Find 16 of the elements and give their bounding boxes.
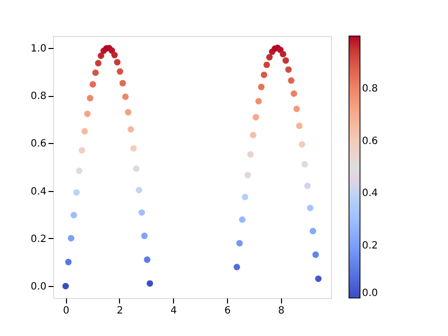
color-bar-label: 0.6	[362, 136, 378, 147]
x-tick-label: 8	[278, 306, 285, 316]
color-bar-label: 0.0	[362, 288, 378, 299]
y-tick-label: 0.4	[30, 186, 46, 198]
x-tick-label: 4	[170, 306, 177, 316]
x-tick-label: 2	[116, 306, 124, 316]
x-tick-label: 6	[224, 306, 231, 316]
color-bar-label: 0.4	[362, 188, 378, 200]
y-tick-label: 0.0	[30, 282, 46, 293]
y-tick-label: 1.0	[30, 43, 46, 54]
x-tick-label: 0	[62, 306, 70, 316]
y-tick-label: 0.2	[30, 234, 46, 245]
y-tick-label: 0.6	[30, 138, 46, 150]
color-bar-label: 0.2	[362, 240, 378, 252]
y-tick-label: 0.8	[30, 91, 46, 102]
color-bar-label: 0.8	[362, 83, 378, 94]
